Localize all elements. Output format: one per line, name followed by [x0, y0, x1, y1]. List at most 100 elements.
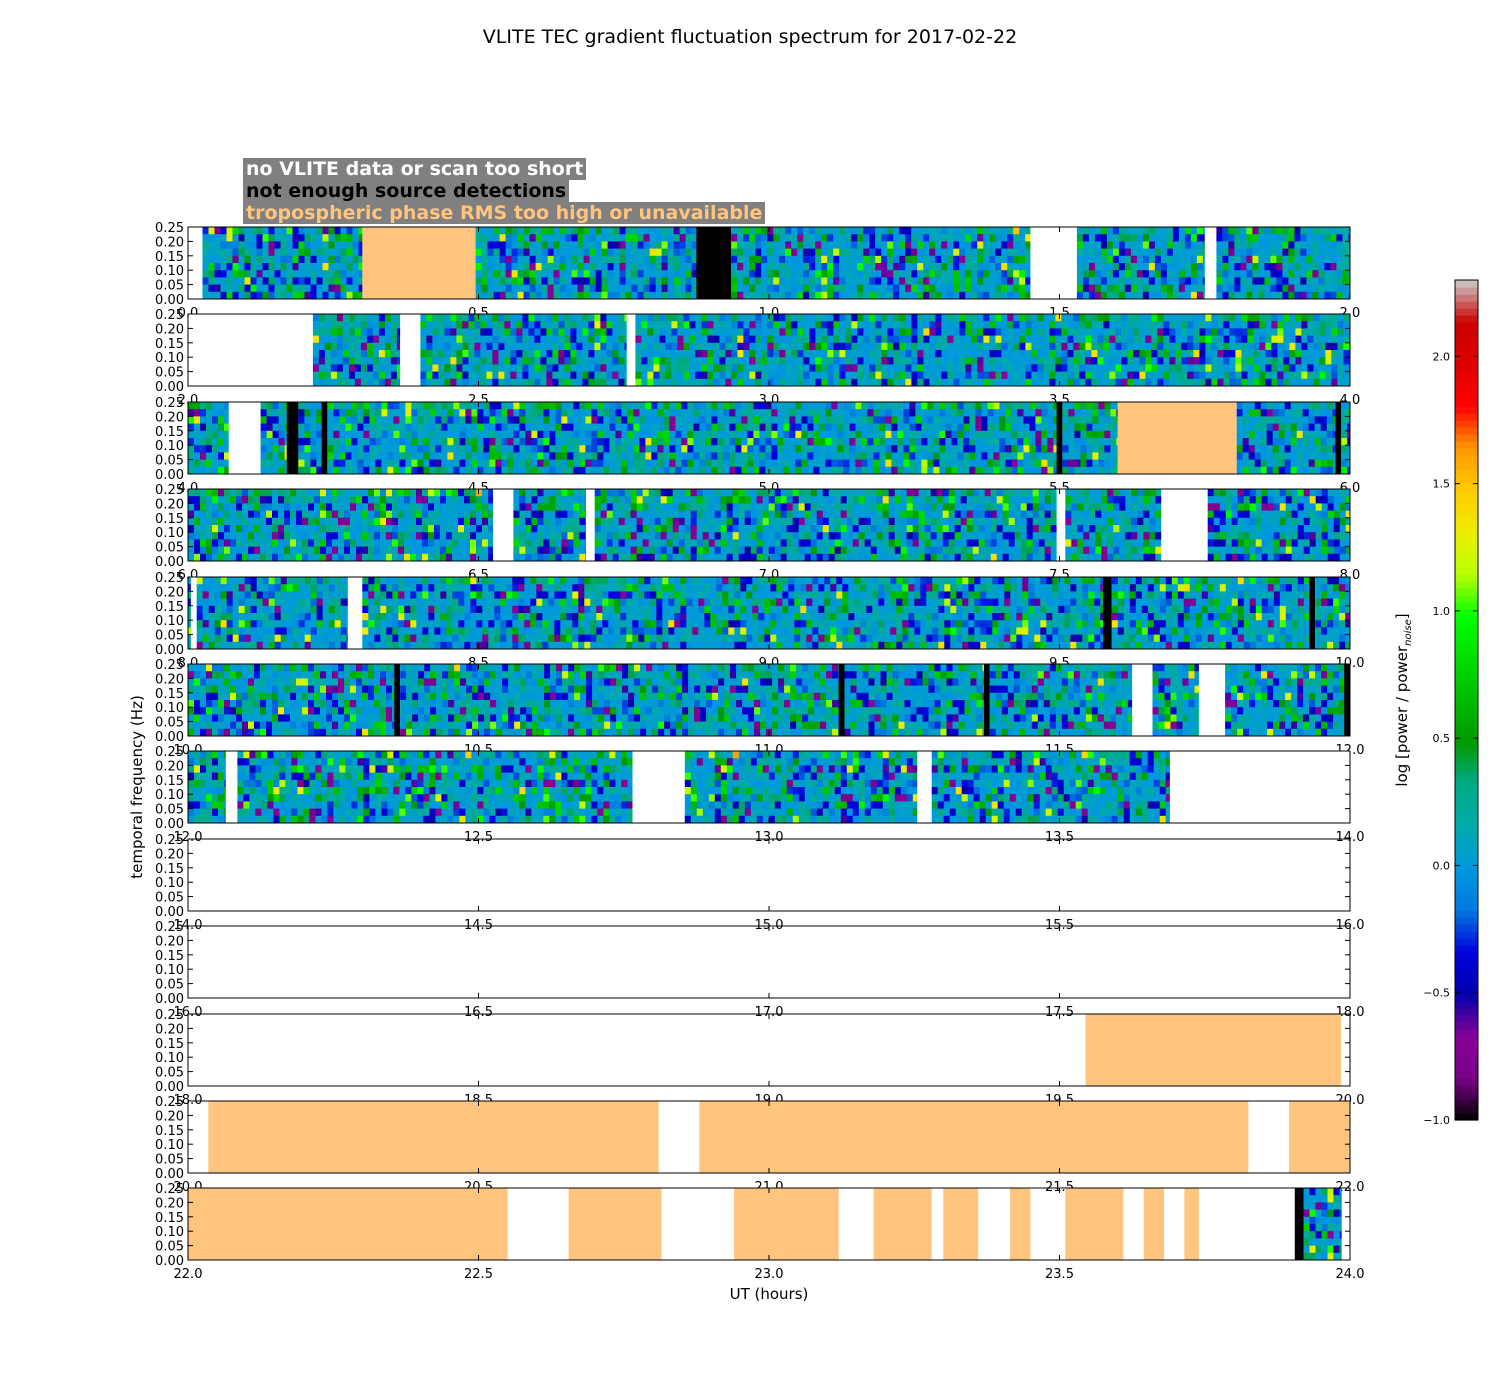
y-tick-label: 0.00	[155, 468, 184, 483]
colorbar-swatch	[1455, 987, 1478, 995]
colorbar-swatch	[1455, 770, 1478, 778]
colorbar-swatch	[1455, 826, 1478, 834]
colorbar-swatch	[1455, 483, 1478, 491]
segment-nodet	[1056, 402, 1063, 474]
y-tick-label: 0.00	[155, 905, 184, 920]
heatmap-panels: 0.000.050.100.150.200.250.00.51.01.52.00…	[155, 221, 1364, 1282]
y-tick-label: 0.25	[155, 1182, 184, 1197]
segment-none	[1204, 227, 1217, 299]
colorbar-swatch	[1455, 476, 1478, 484]
colorbar-swatch	[1455, 931, 1478, 939]
y-tick-label: 0.05	[155, 1240, 184, 1255]
colorbar-swatch	[1455, 686, 1478, 694]
colorbar-swatch	[1455, 301, 1478, 309]
colorbar-swatch	[1455, 679, 1478, 687]
colorbar-swatch	[1455, 518, 1478, 526]
segment-none	[188, 314, 313, 386]
colorbar-swatch	[1455, 952, 1478, 960]
y-tick-label: 0.05	[155, 1066, 184, 1081]
y-tick-label: 0.25	[155, 571, 184, 586]
colorbar-swatch	[1455, 567, 1478, 575]
data-segment	[989, 664, 1133, 737]
y-tick-label: 0.25	[155, 1095, 184, 1110]
colorbar-swatch	[1455, 1064, 1478, 1072]
data-segment	[1315, 577, 1351, 650]
data-segment	[400, 664, 840, 737]
x-tick-label: 24.0	[1336, 1267, 1365, 1282]
colorbar-swatch	[1455, 406, 1478, 414]
panel-10: 0.000.050.100.150.200.2520.020.521.021.5…	[155, 1095, 1364, 1195]
y-tick-label: 0.25	[155, 658, 184, 673]
y-tick-label: 0.00	[155, 1254, 184, 1269]
y-tick-label: 0.00	[155, 643, 184, 658]
colorbar-swatch	[1455, 553, 1478, 561]
y-tick-label: 0.15	[155, 687, 184, 702]
segment-none	[493, 489, 514, 561]
data-segment	[1065, 489, 1162, 562]
colorbar-swatch	[1455, 749, 1478, 757]
x-tick-label: 14.0	[1336, 830, 1365, 845]
segment-nodet	[321, 402, 328, 474]
colorbar-swatch	[1455, 511, 1478, 519]
data-segment	[188, 402, 230, 475]
y-tick-label: 0.15	[155, 1124, 184, 1139]
colorbar-swatch	[1455, 378, 1478, 386]
y-tick-label: 0.20	[155, 759, 184, 774]
colorbar-swatch	[1455, 875, 1478, 883]
colorbar-swatch	[1455, 364, 1478, 372]
y-tick-label: 0.20	[155, 1022, 184, 1037]
segment-nodet	[1309, 577, 1316, 649]
colorbar-swatch	[1455, 693, 1478, 701]
colorbar-swatch	[1455, 322, 1478, 330]
colorbar-swatch	[1455, 637, 1478, 645]
panel-3: 0.000.050.100.150.200.256.0 6.5 7.0 7.5 8.0	[155, 483, 1360, 583]
colorbar-swatch	[1455, 581, 1478, 589]
colorbar-swatch	[1455, 392, 1478, 400]
colorbar-swatch	[1455, 1078, 1478, 1086]
colorbar-swatch	[1455, 336, 1478, 344]
segment-trop	[568, 1188, 662, 1260]
data-segment	[260, 402, 288, 475]
colorbar-swatch	[1455, 539, 1478, 547]
x-tick-label: 22.5	[464, 1267, 493, 1282]
y-tick-label: 0.25	[155, 221, 184, 236]
segment-none	[586, 489, 595, 561]
colorbar-swatch	[1455, 455, 1478, 463]
colorbar-tick-label: 1.5	[1433, 478, 1451, 491]
segment-none	[400, 314, 421, 386]
data-segment	[312, 314, 401, 387]
colorbar-swatch	[1455, 861, 1478, 869]
segment-trop	[943, 1188, 979, 1260]
segment-trop	[699, 1101, 1249, 1173]
y-tick-label: 0.05	[155, 629, 184, 644]
y-tick-label: 0.20	[155, 1109, 184, 1124]
colorbar-swatch	[1455, 630, 1478, 638]
segment-trop	[1184, 1188, 1199, 1260]
data-segment	[188, 577, 192, 650]
colorbar-swatch	[1455, 497, 1478, 505]
segment-none	[1056, 489, 1066, 561]
segment-none	[228, 402, 261, 474]
x-tick-label: 23.0	[755, 1267, 784, 1282]
chart-title: VLITE TEC gradient fluctuation spectrum …	[483, 26, 1017, 48]
colorbar-swatch	[1455, 595, 1478, 603]
y-tick-label: 0.20	[155, 672, 184, 687]
colorbar-swatch	[1455, 1015, 1478, 1023]
colorbar-swatch	[1455, 777, 1478, 785]
colorbar-swatch	[1455, 427, 1478, 435]
colorbar-swatch	[1455, 819, 1478, 827]
data-segment	[684, 751, 918, 824]
y-tick-label: 0.00	[155, 1167, 184, 1182]
data-segment	[188, 489, 494, 562]
colorbar-swatch	[1455, 385, 1478, 393]
segment-nodet	[1344, 664, 1350, 736]
y-tick-label: 0.00	[155, 817, 184, 832]
y-tick-label: 0.20	[155, 585, 184, 600]
data-segment	[420, 314, 628, 387]
y-tick-label: 0.15	[155, 337, 184, 352]
data-segment	[475, 227, 697, 300]
colorbar-swatch	[1455, 350, 1478, 358]
segment-trop	[873, 1188, 932, 1260]
data-segment	[298, 402, 322, 475]
